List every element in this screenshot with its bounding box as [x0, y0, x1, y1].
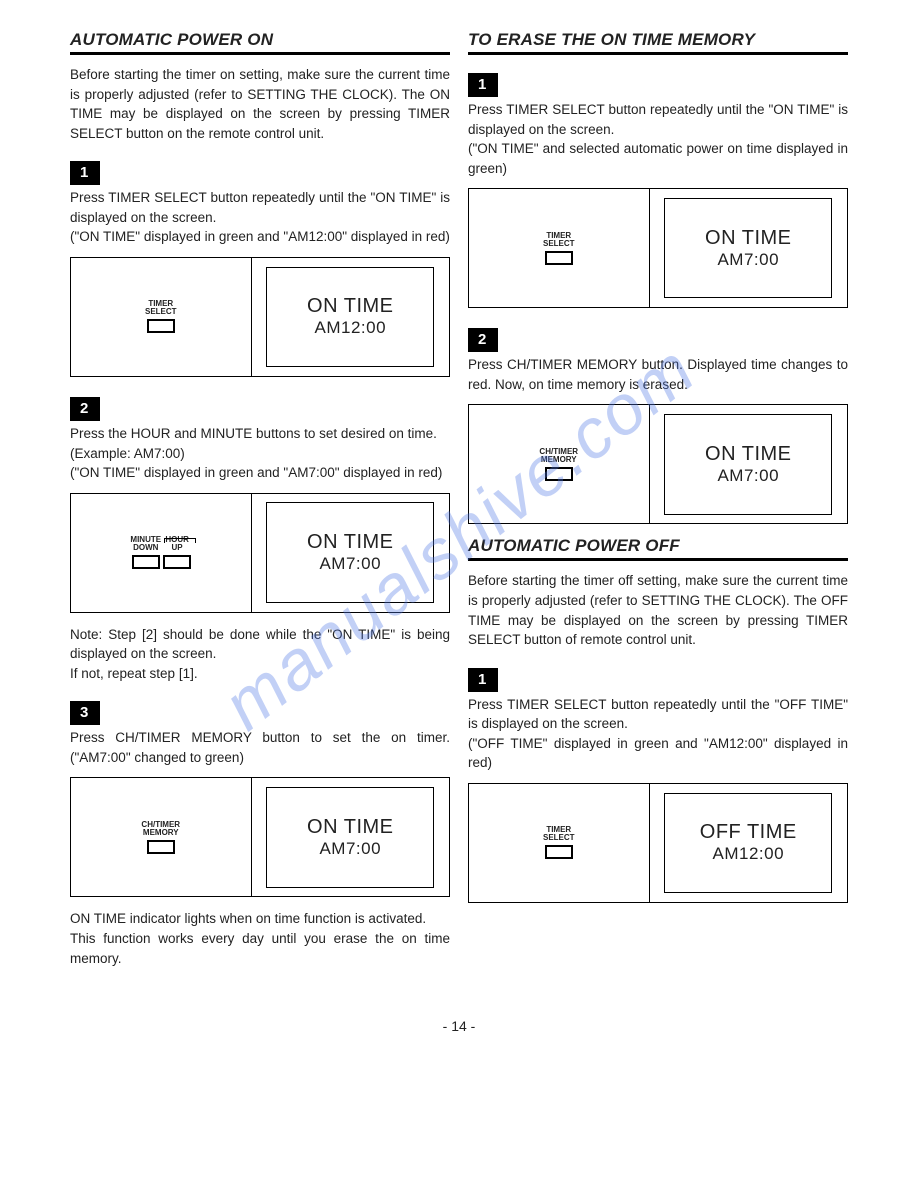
heading-auto-power-off: AUTOMATIC POWER OFF — [468, 536, 848, 561]
off-step-1-badge: 1 — [468, 668, 498, 692]
off-diagram-1: TIMER SELECT OFF TIME AM12:00 — [468, 783, 848, 903]
minute-down-button: MINUTE DOWN — [130, 536, 161, 569]
screen-box: OFF TIME AM12:00 — [664, 793, 832, 893]
step-3-badge: 3 — [70, 701, 100, 725]
erase-diagram-1: TIMER SELECT ON TIME AM7:00 — [468, 188, 848, 308]
diagram-3: CH/TIMER MEMORY ON TIME AM7:00 — [70, 777, 450, 897]
right-column: TO ERASE THE ON TIME MEMORY 1 Press TIME… — [468, 30, 848, 978]
timer-select-button-illustration: TIMER SELECT — [543, 232, 575, 265]
screen-box: ON TIME AM7:00 — [664, 198, 832, 298]
erase-step-1-text: Press TIMER SELECT button repeatedly unt… — [468, 100, 848, 178]
display-line-1: ON TIME — [307, 816, 393, 839]
heading-auto-power-on: AUTOMATIC POWER ON — [70, 30, 450, 55]
diagram-1-right: ON TIME AM12:00 — [252, 258, 449, 376]
erase-step-1-badge: 1 — [468, 73, 498, 97]
diagram-3-right: ON TIME AM7:00 — [252, 778, 449, 896]
off-diagram-1-right: OFF TIME AM12:00 — [650, 784, 847, 902]
off-intro-text: Before starting the timer off setting, m… — [468, 571, 848, 649]
erase-diagram-1-right: ON TIME AM7:00 — [650, 189, 847, 307]
button-icon — [147, 840, 175, 854]
note-text: Note: Step [2] should be done while the … — [70, 625, 450, 684]
minute-label: MINUTE DOWN — [130, 536, 161, 552]
display-line-2: AM12:00 — [314, 318, 386, 338]
erase-step-2-text: Press CH/TIMER MEMORY button. Displayed … — [468, 355, 848, 394]
display-line-1: ON TIME — [705, 443, 791, 466]
timer-select-button-illustration: TIMER SELECT — [145, 300, 177, 333]
page-columns: AUTOMATIC POWER ON Before starting the t… — [70, 30, 848, 978]
button-icon — [163, 555, 191, 569]
erase-diagram-2-left: CH/TIMER MEMORY — [469, 405, 650, 523]
step-2-text: Press the HOUR and MINUTE buttons to set… — [70, 424, 450, 483]
diagram-3-left: CH/TIMER MEMORY — [71, 778, 252, 896]
erase-diagram-1-left: TIMER SELECT — [469, 189, 650, 307]
screen-box: ON TIME AM12:00 — [266, 267, 434, 367]
step-1-badge: 1 — [70, 161, 100, 185]
erase-step-2-badge: 2 — [468, 328, 498, 352]
timer-select-button-illustration: TIMER SELECT — [543, 826, 575, 859]
display-line-1: ON TIME — [705, 227, 791, 250]
left-column: AUTOMATIC POWER ON Before starting the t… — [70, 30, 450, 978]
off-diagram-1-left: TIMER SELECT — [469, 784, 650, 902]
button-icon — [545, 251, 573, 265]
timer-select-label: TIMER SELECT — [543, 232, 575, 248]
page-number: - 14 - — [70, 1018, 848, 1034]
erase-diagram-2-right: ON TIME AM7:00 — [650, 405, 847, 523]
ch-timer-label: CH/TIMER MEMORY — [539, 448, 578, 464]
button-icon — [147, 319, 175, 333]
display-line-2: AM7:00 — [319, 839, 381, 859]
heading-erase-on-time: TO ERASE THE ON TIME MEMORY — [468, 30, 848, 55]
erase-diagram-2: CH/TIMER MEMORY ON TIME AM7:00 — [468, 404, 848, 524]
screen-box: ON TIME AM7:00 — [266, 502, 434, 602]
button-icon — [545, 845, 573, 859]
button-icon — [545, 467, 573, 481]
display-line-2: AM12:00 — [712, 844, 784, 864]
display-line-1: OFF TIME — [700, 821, 797, 844]
step-1-text: Press TIMER SELECT button repeatedly unt… — [70, 188, 450, 247]
display-line-1: ON TIME — [307, 531, 393, 554]
timer-select-label: TIMER SELECT — [145, 300, 177, 316]
button-icon — [132, 555, 160, 569]
step-2-badge: 2 — [70, 397, 100, 421]
display-line-2: AM7:00 — [717, 466, 779, 486]
outro-text: ON TIME indicator lights when on time fu… — [70, 909, 450, 968]
minute-hour-buttons: MINUTE DOWN HOUR UP — [130, 536, 191, 569]
ch-timer-memory-button: CH/TIMER MEMORY — [141, 821, 180, 854]
hour-up-button: HOUR UP — [163, 536, 191, 569]
diagram-2-right: ON TIME AM7:00 — [252, 494, 449, 612]
screen-box: ON TIME AM7:00 — [664, 414, 832, 514]
off-step-1-text: Press TIMER SELECT button repeatedly unt… — [468, 695, 848, 773]
ch-timer-label: CH/TIMER MEMORY — [141, 821, 180, 837]
diagram-2: MINUTE DOWN HOUR UP ON TIME AM7:00 — [70, 493, 450, 613]
display-line-2: AM7:00 — [717, 250, 779, 270]
display-line-2: AM7:00 — [319, 554, 381, 574]
diagram-2-left: MINUTE DOWN HOUR UP — [71, 494, 252, 612]
intro-paragraph: Before starting the timer on setting, ma… — [70, 65, 450, 143]
ch-timer-memory-button: CH/TIMER MEMORY — [539, 448, 578, 481]
diagram-1-left: TIMER SELECT — [71, 258, 252, 376]
step-3-text: Press CH/TIMER MEMORY button to set the … — [70, 728, 450, 767]
display-line-1: ON TIME — [307, 295, 393, 318]
diagram-1: TIMER SELECT ON TIME AM12:00 — [70, 257, 450, 377]
screen-box: ON TIME AM7:00 — [266, 787, 434, 887]
timer-select-label: TIMER SELECT — [543, 826, 575, 842]
